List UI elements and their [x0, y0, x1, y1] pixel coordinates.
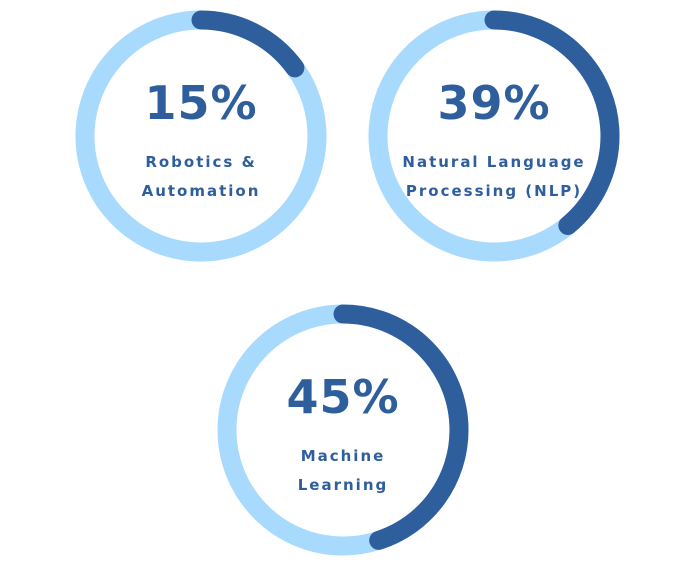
gauge-text-robotics: 15% Robotics & Automation	[86, 80, 316, 206]
gauge-label-nlp-line-2: Processing (NLP)	[405, 182, 583, 200]
gauge-text-nlp: 39% Natural Language Processing (NLP)	[379, 80, 609, 206]
gauge-label-machine-learning-line-2: Learning	[297, 476, 389, 494]
gauge-progress-nlp	[368, 10, 620, 262]
gauge-progress-robotics	[75, 10, 327, 262]
gauge-label-nlp-line-1: Natural Language	[402, 153, 586, 171]
gauge-label-robotics-line-1: Robotics &	[145, 153, 257, 171]
gauge-value-machine-learning: 45%	[286, 370, 400, 424]
gauge-label-robotics-line-2: Automation	[141, 182, 261, 200]
gauge-progress-machine-learning	[217, 304, 469, 556]
gauge-text-machine-learning: 45% Machine Learning	[228, 374, 458, 500]
gauge-value-robotics: 15%	[144, 76, 258, 130]
gauge-value-nlp: 39%	[437, 76, 551, 130]
gauge-label-machine-learning-line-1: Machine	[300, 447, 386, 465]
